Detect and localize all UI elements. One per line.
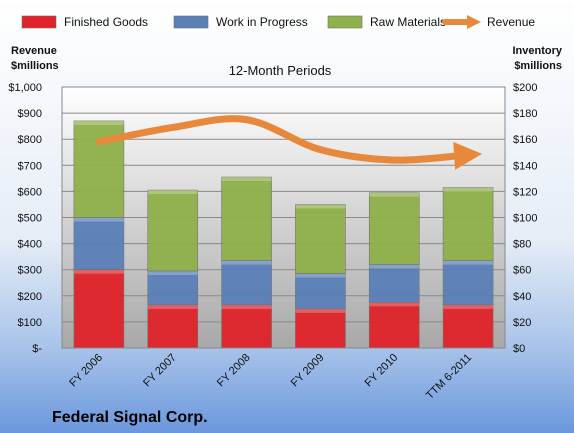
y-right-tick-label: $180: [513, 108, 537, 120]
y-left-tick-label: $700: [18, 160, 42, 172]
y-left-tick-label: $1,000: [8, 82, 42, 94]
revenue-line-group: [95, 115, 483, 170]
y-left-tick-label: $800: [18, 134, 42, 146]
bars: [73, 120, 494, 349]
bar-highlight: [295, 204, 346, 209]
bar-raw-materials: [147, 189, 199, 272]
bar-highlight: [443, 187, 494, 192]
y-right-tick-label: $0: [513, 343, 525, 355]
y-right-label-line1: Inventory: [512, 45, 562, 57]
bar-highlight: [443, 260, 494, 265]
bar-highlight: [147, 271, 198, 276]
bar-highlight: [147, 190, 198, 195]
plot-border: [61, 86, 506, 349]
y-right-label-line2: $millions: [514, 60, 562, 72]
bar-highlight: [73, 217, 124, 222]
y-right-tick-label: $200: [513, 82, 537, 94]
y-left-tick-label: $400: [18, 239, 42, 251]
y-left-tick-label: $500: [18, 213, 42, 225]
bar-highlight: [73, 120, 124, 125]
bar-finished-goods: [221, 304, 272, 349]
bar-finished-goods: [73, 269, 125, 349]
bar-work-in-progress: [368, 264, 420, 303]
chart-subtitle: 12-Month Periods: [229, 63, 332, 78]
y-right-tick-label: $20: [513, 317, 531, 329]
y-left-label-line2: $millions: [11, 60, 59, 72]
bar-highlight: [73, 269, 124, 274]
bar-raw-materials: [368, 192, 420, 265]
y-left-tick-label: $600: [18, 186, 42, 198]
bar-work-in-progress: [73, 217, 125, 271]
legend-swatch-work-in-progress: [173, 15, 209, 29]
bar-highlight: [443, 304, 494, 309]
y-left-tick-label: $-: [32, 343, 42, 355]
y-right-tick-label: $120: [513, 186, 537, 198]
bar-raw-materials: [221, 176, 272, 261]
y-left-tick-label: $200: [18, 291, 42, 303]
legend-swatch-finished-goods: [21, 15, 57, 29]
bar-highlight: [147, 304, 198, 309]
y-right-tick-label: $160: [513, 134, 537, 146]
y-right-tick-label: $140: [513, 160, 537, 172]
y-left-tick-label: $100: [18, 317, 42, 329]
company-name: Federal Signal Corp.: [52, 409, 208, 426]
bar-finished-goods: [368, 302, 420, 349]
y-right-tick-label: $60: [513, 265, 531, 277]
legend: Finished Goods Work in Progress Raw Materi…: [21, 15, 535, 29]
bar-work-in-progress: [442, 260, 494, 306]
bar-highlight: [221, 177, 272, 182]
bar-work-in-progress: [295, 273, 346, 310]
legend-label: Revenue: [487, 15, 535, 29]
bar-highlight: [295, 273, 346, 278]
y-left-tick-label: $900: [18, 108, 42, 120]
y-left-tick-label: $300: [18, 265, 42, 277]
bar-work-in-progress: [221, 260, 272, 306]
bar-finished-goods: [442, 304, 494, 349]
bar-work-in-progress: [147, 270, 199, 306]
legend-label: Finished Goods: [64, 15, 148, 29]
bar-finished-goods: [295, 308, 346, 349]
legend-swatch-raw-materials: [327, 15, 363, 29]
y-right-tick-label: $40: [513, 291, 531, 303]
legend-arrow-icon: [467, 15, 481, 29]
y-right-tick-label: $100: [513, 213, 537, 225]
bar-raw-materials: [295, 204, 346, 274]
bar-highlight: [295, 308, 346, 313]
legend-label: Work in Progress: [216, 15, 308, 29]
bar-highlight: [221, 304, 272, 309]
revenue-line: [95, 115, 483, 170]
bar-highlight: [369, 192, 420, 197]
y-left-label-line1: Revenue: [11, 45, 57, 57]
y-right-tick-label: $80: [513, 239, 531, 251]
bar-highlight: [369, 302, 420, 307]
bar-highlight: [369, 264, 420, 269]
bar-finished-goods: [147, 304, 199, 349]
legend-label: Raw Materials: [370, 15, 446, 29]
bar-highlight: [221, 260, 272, 265]
bar-raw-materials: [442, 187, 494, 261]
